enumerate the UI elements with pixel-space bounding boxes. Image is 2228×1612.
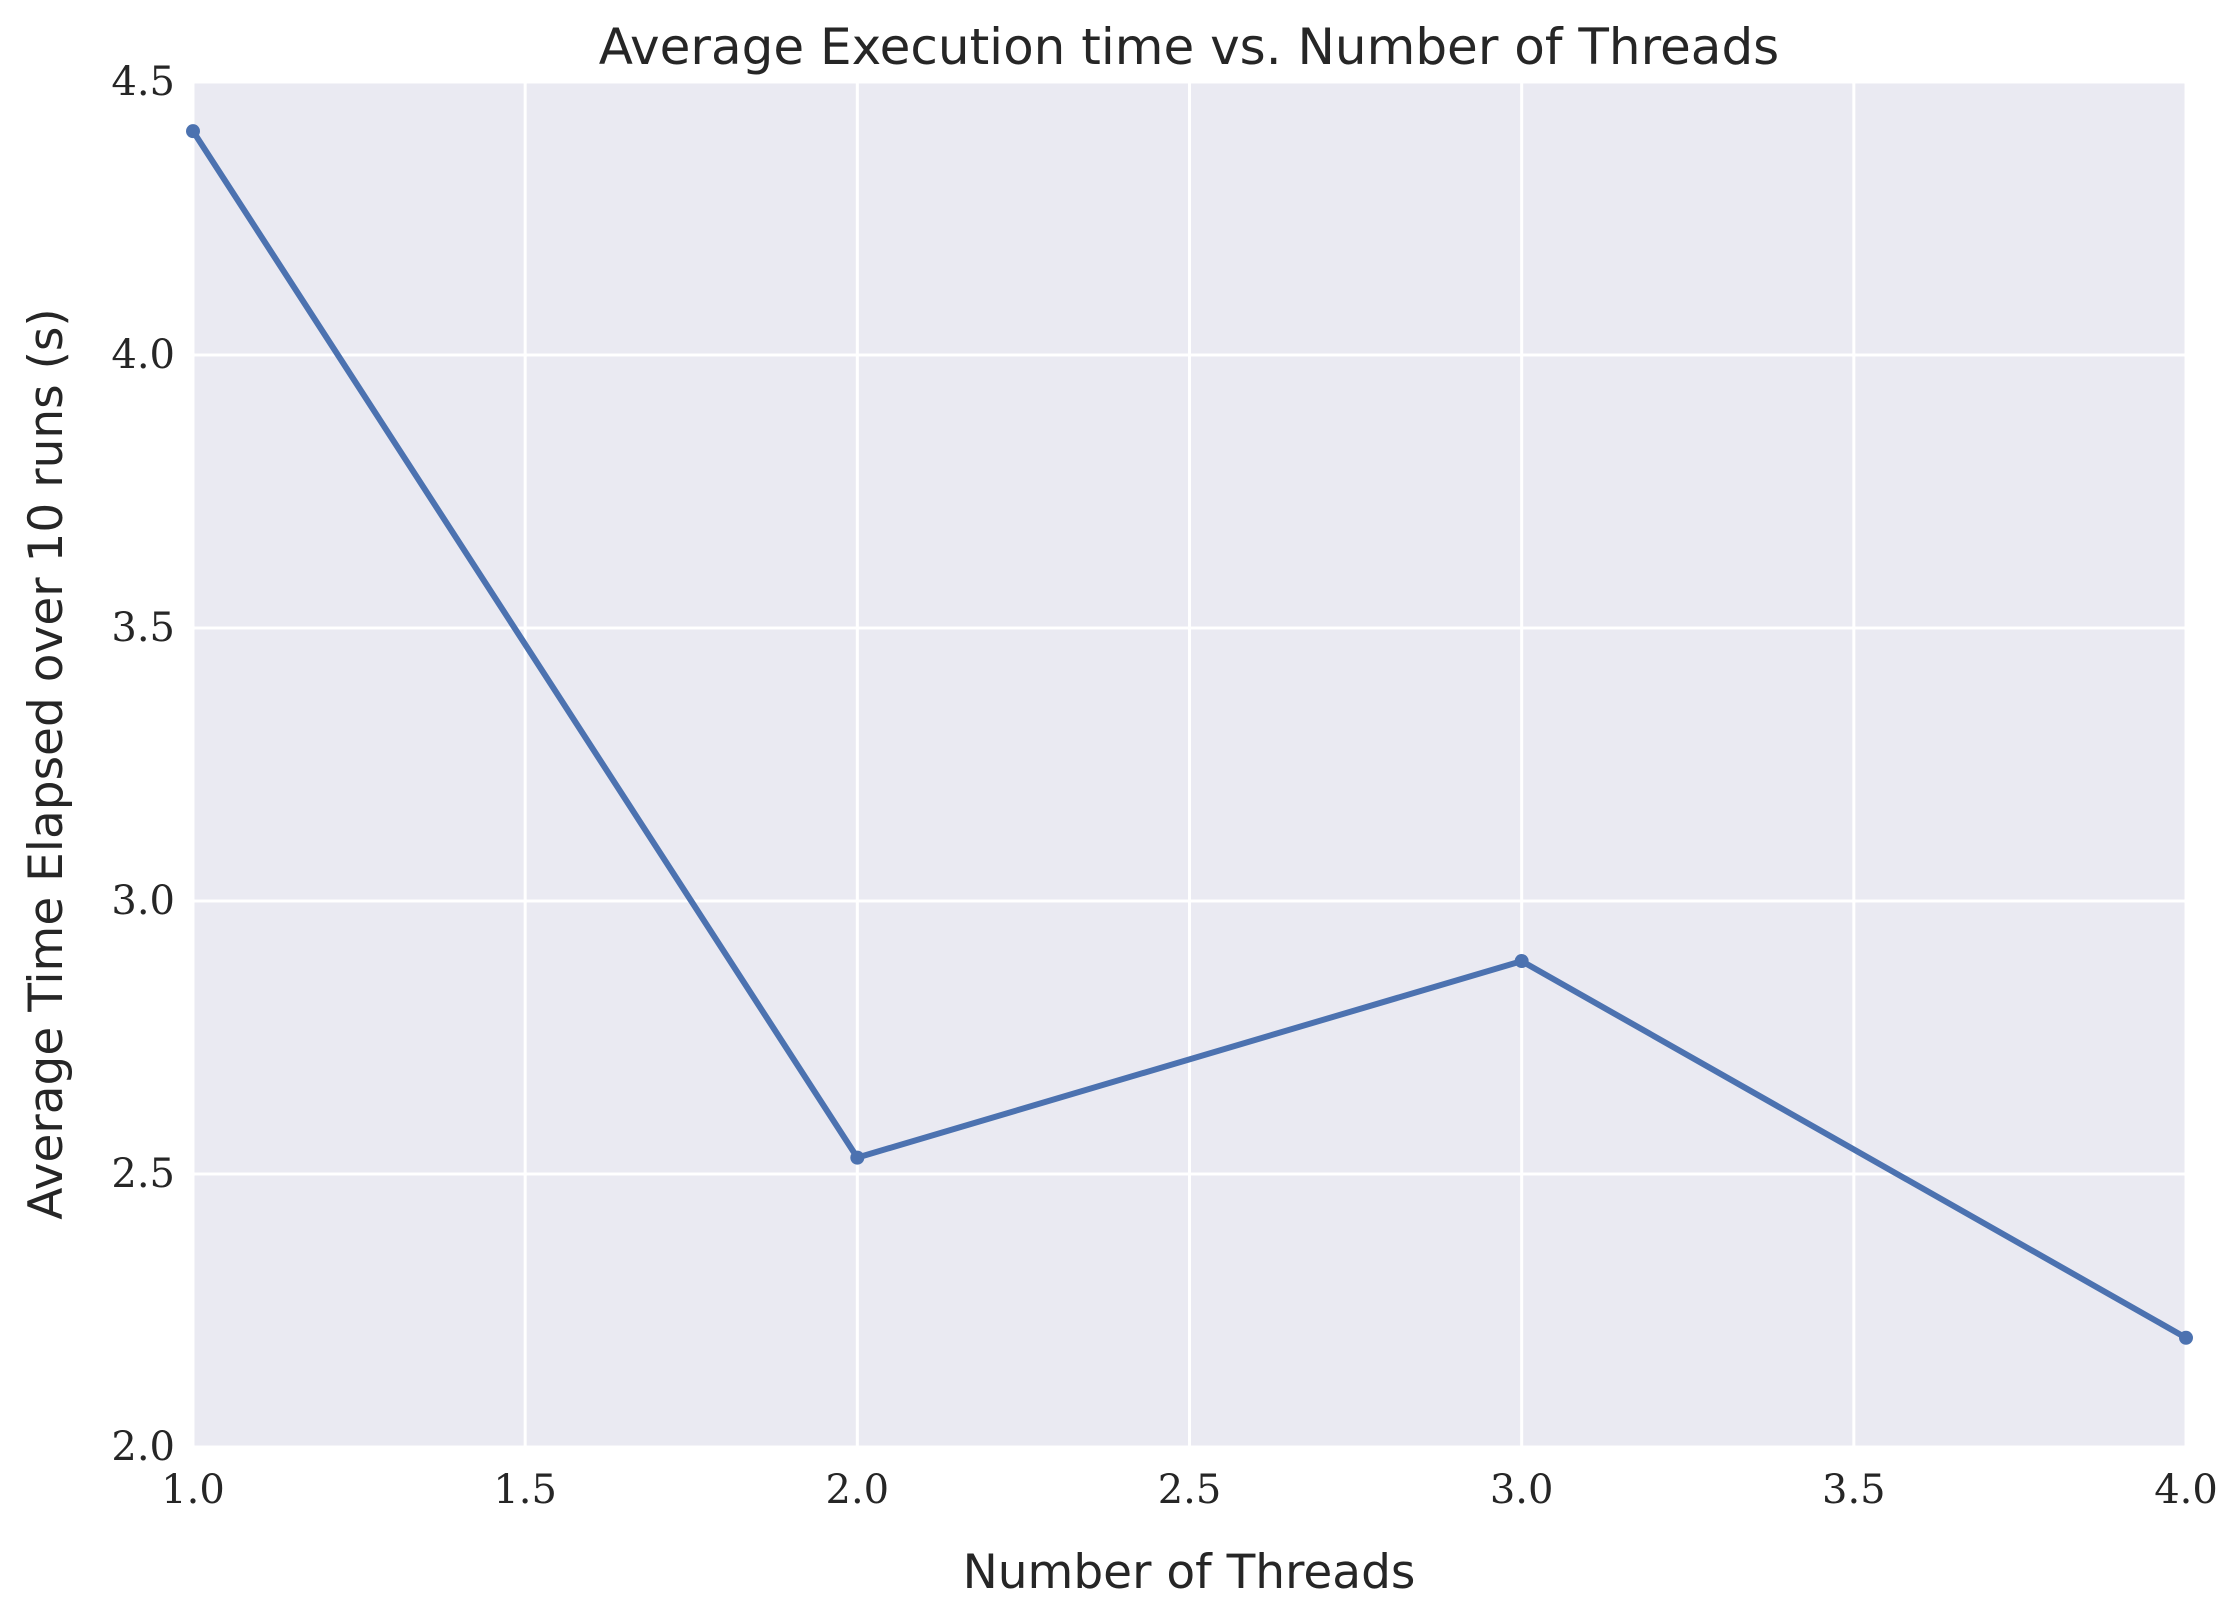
y-tick-label: 2.0 <box>111 1424 175 1470</box>
y-tick-label: 4.0 <box>111 332 175 378</box>
x-axis-label: Number of Threads <box>963 1545 1416 1600</box>
x-tick-label: 4.0 <box>2154 1467 2218 1513</box>
y-axis-label: Average Time Elapsed over 10 runs (s) <box>19 308 74 1219</box>
data-point <box>2179 1330 2193 1345</box>
x-tick-label: 3.5 <box>1822 1467 1886 1513</box>
y-tick-label: 4.5 <box>111 59 175 105</box>
y-tick-label: 2.5 <box>111 1151 175 1197</box>
y-tick-label: 3.0 <box>111 878 175 924</box>
grid-lines <box>191 80 2188 1449</box>
x-tick-label: 3.0 <box>1490 1467 1554 1513</box>
x-tick-label: 2.5 <box>1158 1467 1222 1513</box>
series-line <box>190 128 2189 1341</box>
x-tick-label: 2.0 <box>826 1467 890 1513</box>
series-layer <box>186 124 2193 1345</box>
data-point <box>850 1150 865 1165</box>
data-point <box>186 124 200 139</box>
tick-labels: 1.0 1.5 2.0 2.5 3.0 3.5 4.0 2.0 2.5 3.0 3.5 4.0 4.5 <box>111 59 2217 1513</box>
x-tick-label: 1.5 <box>493 1467 557 1513</box>
data-point <box>1514 954 1529 969</box>
chart-title: Average Execution time vs. Number of Thr… <box>599 18 1779 76</box>
y-tick-label: 3.5 <box>111 605 175 651</box>
x-tick-label: 1.0 <box>161 1467 225 1513</box>
